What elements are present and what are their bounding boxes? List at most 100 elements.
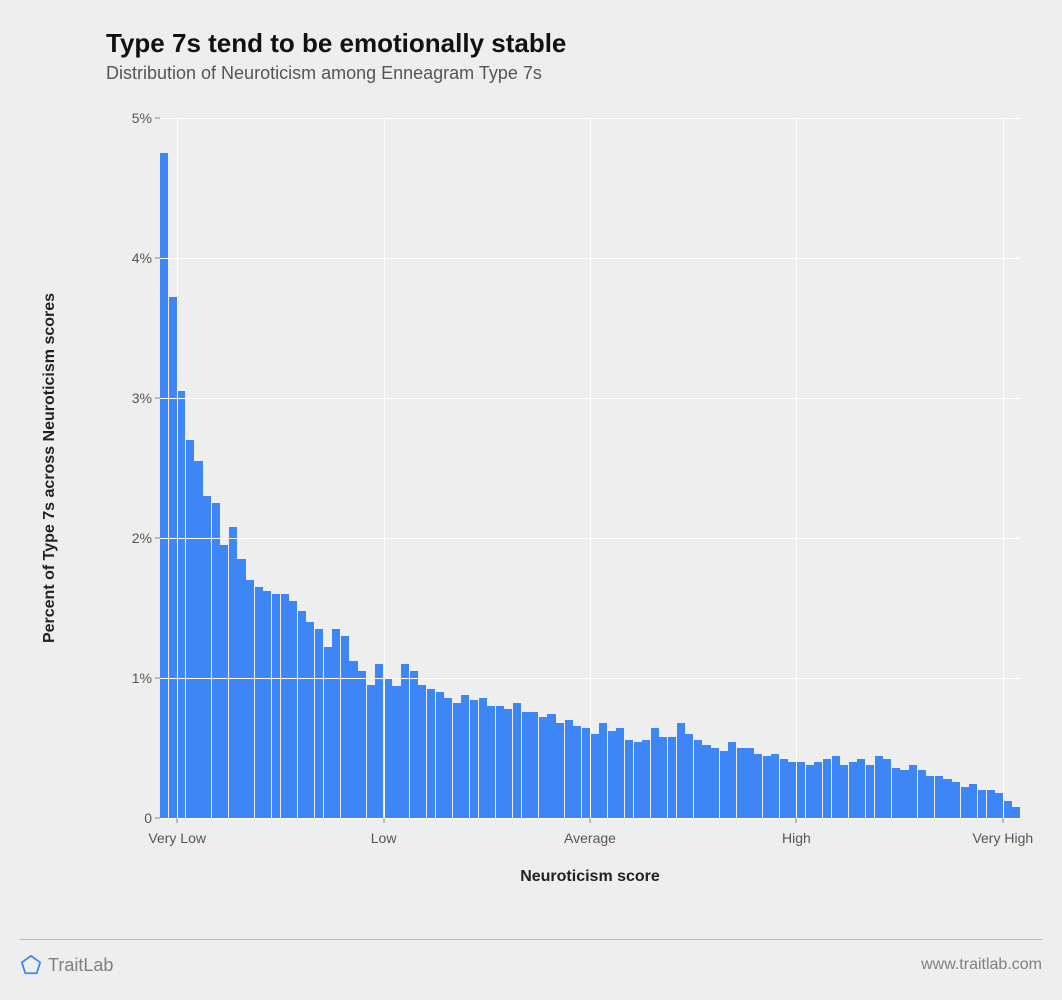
histogram-bar [349,661,357,818]
histogram-bar [436,692,444,818]
histogram-bar [771,754,779,818]
histogram-bar [573,726,581,818]
histogram-bar [522,712,530,818]
histogram-bar [875,756,883,818]
histogram-bar [444,698,452,818]
histogram-bar [599,723,607,818]
histogram-bar [857,759,865,818]
histogram-bar [702,745,710,818]
chart-subtitle: Distribution of Neuroticism among Enneag… [106,63,1042,84]
histogram-bar [246,580,254,818]
histogram-bar [590,734,598,818]
histogram-bar [668,737,676,818]
histogram-bar [728,742,736,818]
y-tick-label: 5% [92,110,152,126]
x-tick-label: Very High [972,830,1033,846]
histogram-bar [513,703,521,818]
histogram-bar [332,629,340,818]
histogram-bar [479,698,487,818]
x-tick-label: Average [564,830,616,846]
histogram-bar [608,731,616,818]
histogram-bar [832,756,840,818]
x-axis-label: Neuroticism score [520,868,660,886]
histogram-bar [720,751,728,818]
histogram-bar [685,734,693,818]
histogram-bar [341,636,349,818]
y-tick-label: 0 [92,810,152,826]
histogram-bar [745,748,753,818]
y-axis: 01%2%3%4%5% [20,118,160,818]
histogram-bar [866,765,874,818]
histogram-bar [504,709,512,818]
histogram-bar [177,391,185,818]
histogram-bar [651,728,659,818]
histogram-bar [1004,801,1012,818]
x-tick-mark [1002,818,1003,823]
histogram-bar [737,748,745,818]
pentagon-icon [20,954,42,976]
histogram-bar [892,768,900,818]
histogram-bar [306,622,314,818]
histogram-bar [298,611,306,818]
brand-text: TraitLab [48,955,113,976]
histogram-bar [711,748,719,818]
x-tick-label: Low [371,830,397,846]
histogram-bar [410,671,418,818]
histogram-bar [659,737,667,818]
histogram-bar [392,686,400,818]
histogram-bar [281,594,289,818]
gridline-v [384,118,385,818]
histogram-bar [969,784,977,818]
histogram-bar [797,762,805,818]
histogram-bar [642,740,650,818]
histogram-bar [926,776,934,818]
histogram-bar [255,587,263,818]
histogram-bar [229,527,237,818]
histogram-bar [470,700,478,818]
histogram-bar [1012,807,1020,818]
histogram-bar [263,591,271,818]
histogram-bar [272,594,280,818]
histogram-bar [203,496,211,818]
x-tick-mark [796,818,797,823]
gridline-v [590,118,591,818]
histogram-bar [918,770,926,818]
histogram-bar [487,706,495,818]
gridline-v [1003,118,1004,818]
x-tick-mark [177,818,178,823]
histogram-bar [375,664,383,818]
y-tick-label: 4% [92,250,152,266]
histogram-bar [427,689,435,818]
histogram-bar [186,440,194,818]
chart-title: Type 7s tend to be emotionally stable [106,28,1042,59]
histogram-bar [160,153,168,818]
histogram-bar [220,545,228,818]
histogram-bar [367,685,375,818]
histogram-bar [461,695,469,818]
histogram-bar [754,754,762,818]
x-tick-mark [383,818,384,823]
histogram-bar [194,461,202,818]
histogram-bar [952,782,960,818]
histogram-bar [237,559,245,818]
histogram-bar [539,717,547,818]
histogram-bar [943,779,951,818]
histogram-bar [677,723,685,818]
histogram-bar [694,740,702,818]
histogram-bar [883,759,891,818]
histogram-bar [634,742,642,818]
histogram-bar [780,759,788,818]
histogram-bar [556,723,564,818]
histogram-bar [978,790,986,818]
gridline-v [177,118,178,818]
histogram-bar [935,776,943,818]
histogram-bar [384,678,392,818]
histogram-bar [547,714,555,818]
histogram-bar [418,685,426,818]
histogram-bar [582,728,590,818]
plot-area [160,118,1020,818]
histogram-bar [849,762,857,818]
footer-url: www.traitlab.com [921,956,1042,974]
y-tick-label: 1% [92,670,152,686]
histogram-bar [358,671,366,818]
